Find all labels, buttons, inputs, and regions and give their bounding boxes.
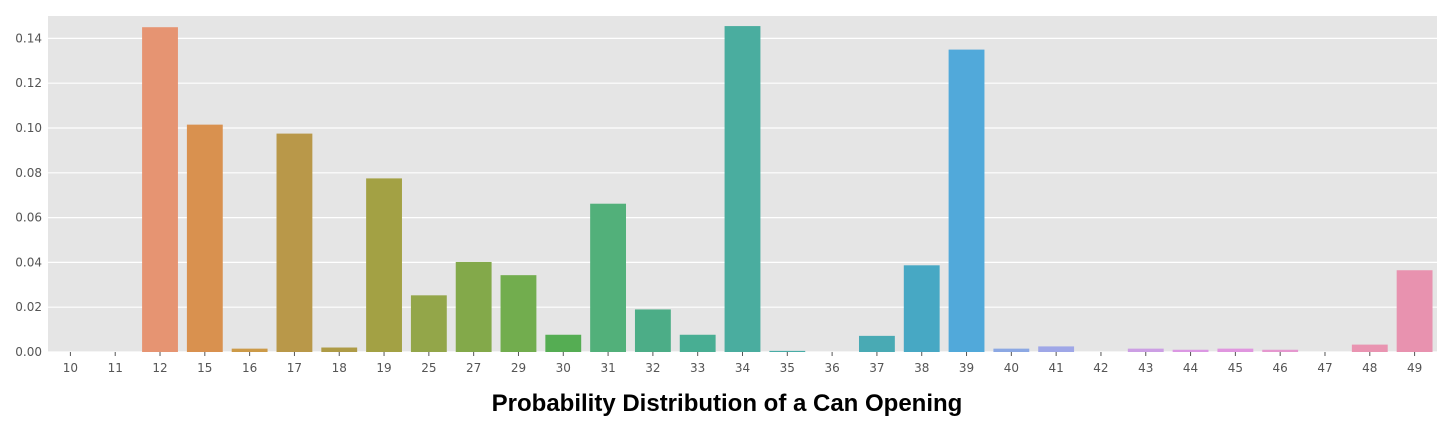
x-tick-label: 31 xyxy=(600,361,615,375)
x-tick-label: 11 xyxy=(108,361,123,375)
x-tick-label: 37 xyxy=(869,361,884,375)
x-tick-label: 32 xyxy=(645,361,660,375)
y-axis-ticks: 0.00 0.02 0.04 0.06 0.08 0.10 0.12 0.14 xyxy=(15,31,42,359)
bar-43 xyxy=(1127,348,1164,352)
x-tick-label: 49 xyxy=(1407,361,1422,375)
bar-12 xyxy=(142,27,178,352)
y-tick-label: 0.08 xyxy=(15,166,42,180)
bar-17 xyxy=(276,133,313,352)
bar-29 xyxy=(500,275,537,352)
x-tick-label: 43 xyxy=(1138,361,1153,375)
x-tick-label: 29 xyxy=(511,361,526,375)
x-tick-label: 47 xyxy=(1317,361,1332,375)
bar-45 xyxy=(1217,348,1254,352)
x-tick-label: 41 xyxy=(1049,361,1064,375)
bar-33 xyxy=(679,334,716,352)
bar-41 xyxy=(1038,346,1075,352)
x-axis-ticks: 10 11 12 15 16 17 18 19 25 27 29 30 31 32 33 34 35 36 37 38… xyxy=(63,352,1422,375)
bar-48 xyxy=(1351,344,1388,352)
x-tick-label: 38 xyxy=(914,361,929,375)
x-tick-label: 40 xyxy=(1004,361,1019,375)
x-tick-label: 33 xyxy=(690,361,705,375)
bar-37 xyxy=(858,335,895,352)
x-tick-label: 42 xyxy=(1093,361,1108,375)
y-tick-label: 0.06 xyxy=(15,211,42,225)
bar-30 xyxy=(545,334,582,352)
bars xyxy=(142,26,1433,353)
bar-16 xyxy=(231,348,268,352)
y-tick-label: 0.14 xyxy=(15,31,42,45)
x-tick-label: 34 xyxy=(735,361,750,375)
y-tick-label: 0.02 xyxy=(15,300,42,314)
bar-18 xyxy=(321,347,358,352)
x-tick-label: 25 xyxy=(421,361,436,375)
x-tick-label: 18 xyxy=(332,361,347,375)
x-tick-label: 36 xyxy=(824,361,839,375)
bar-49 xyxy=(1396,270,1433,352)
x-tick-label: 45 xyxy=(1228,361,1243,375)
bar-32 xyxy=(634,309,671,352)
bar-31 xyxy=(590,203,627,352)
bar-15 xyxy=(186,124,223,352)
x-tick-label: 30 xyxy=(556,361,571,375)
x-tick-label: 27 xyxy=(466,361,481,375)
bar-25 xyxy=(410,295,447,352)
x-tick-label: 19 xyxy=(376,361,391,375)
x-tick-label: 15 xyxy=(197,361,212,375)
y-tick-label: 0.12 xyxy=(15,76,42,90)
x-tick-label: 39 xyxy=(959,361,974,375)
x-tick-label: 16 xyxy=(242,361,257,375)
x-tick-label: 44 xyxy=(1183,361,1198,375)
bar-27 xyxy=(455,261,492,352)
bar-39 xyxy=(948,49,985,352)
x-tick-label: 48 xyxy=(1362,361,1377,375)
chart-caption: Probability Distribution of a Can Openin… xyxy=(491,390,963,417)
x-tick-label: 17 xyxy=(287,361,302,375)
bar-chart: 0.000.020.040.060.080.100.120.14 10 11 12 1… xyxy=(15,16,1437,375)
bar-35 xyxy=(769,350,806,352)
y-tick-label: 0.00 xyxy=(15,345,42,359)
y-tick-label: 0.04 xyxy=(15,255,42,269)
x-tick-label: 12 xyxy=(152,361,167,375)
bar-46 xyxy=(1262,349,1299,352)
y-tick-label: 0.10 xyxy=(15,121,42,135)
bar-38 xyxy=(903,265,940,352)
bar-44 xyxy=(1172,349,1209,352)
x-tick-label: 10 xyxy=(63,361,78,375)
bar-34 xyxy=(724,26,761,353)
bar-40 xyxy=(993,348,1030,352)
bar-19 xyxy=(366,178,402,352)
x-tick-label: 35 xyxy=(780,361,795,375)
x-tick-label: 46 xyxy=(1273,361,1288,375)
